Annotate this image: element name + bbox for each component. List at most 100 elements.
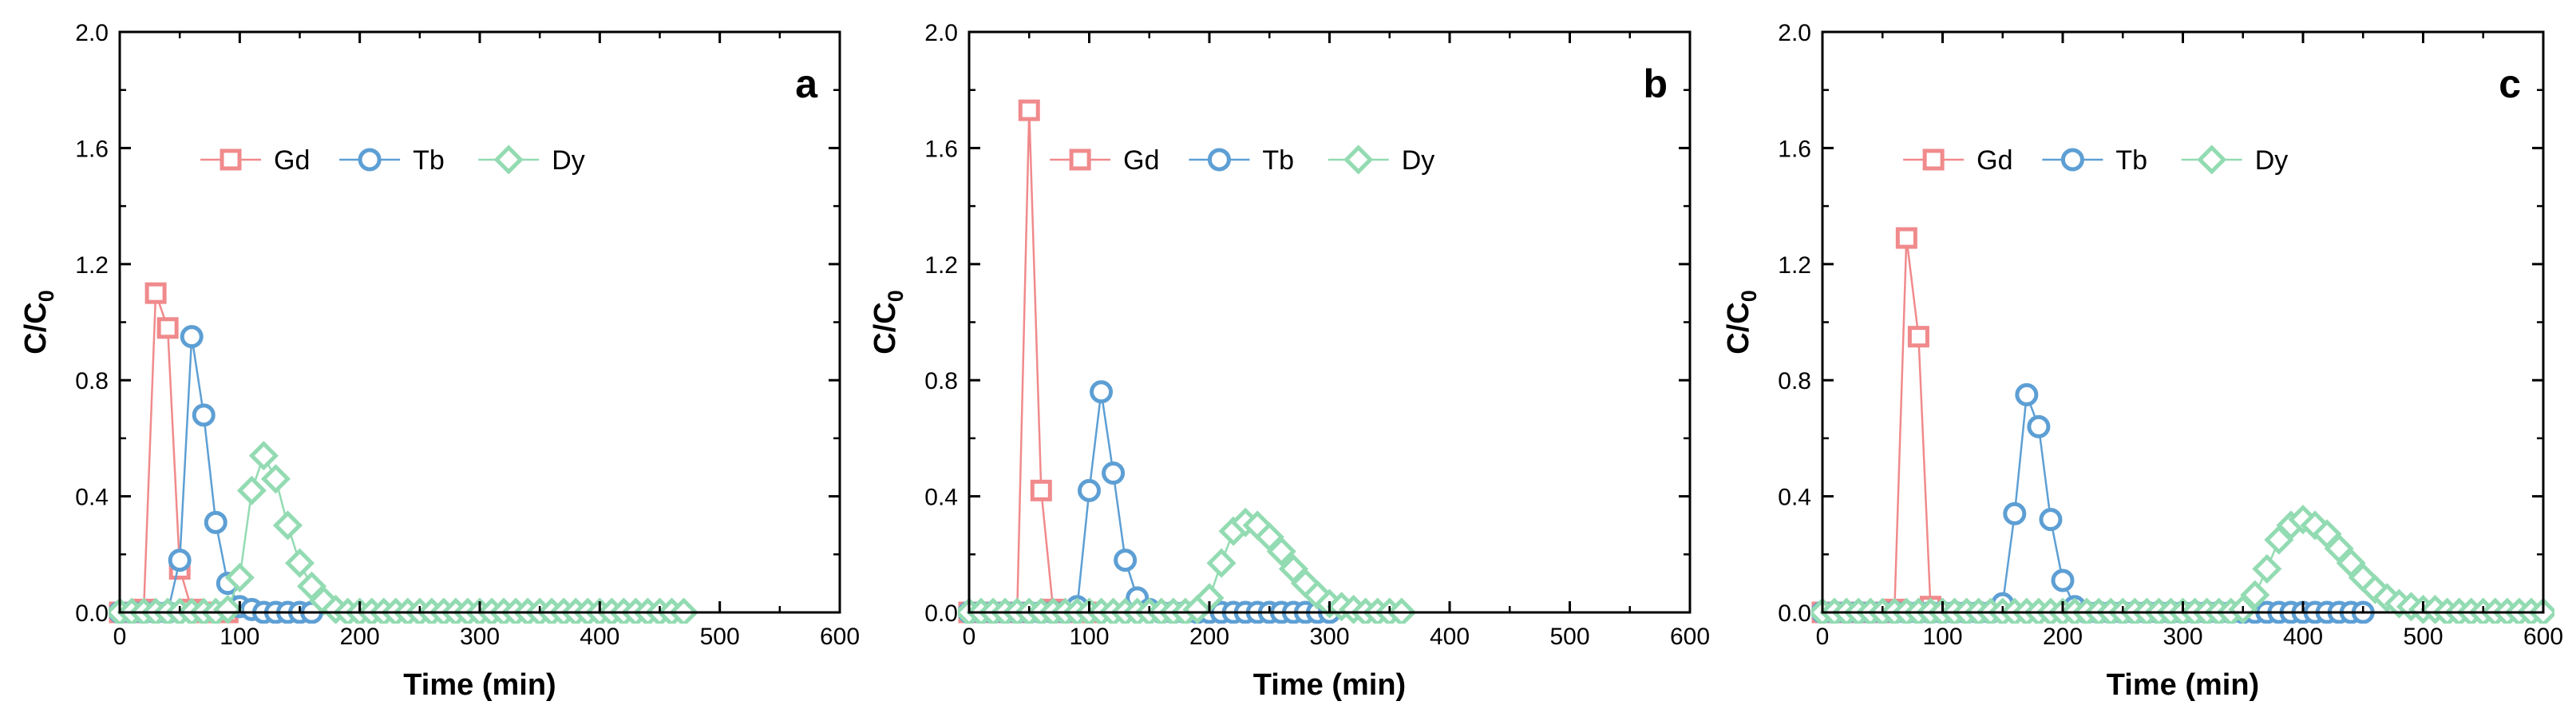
y-tick-label: 0.0 bbox=[924, 600, 958, 627]
legend-marker-dy bbox=[493, 145, 524, 175]
x-tick-label: 300 bbox=[460, 624, 500, 650]
data-point-tb bbox=[1102, 462, 1126, 485]
series-line-gd bbox=[1822, 237, 1932, 614]
chart-panel-b: 0 100 200 300 400 500 600 0.0 0.4 0.8 1.2 1.6 2.0 Tim… bbox=[869, 20, 1710, 702]
x-tick-label: 600 bbox=[1670, 624, 1710, 650]
data-point-tb bbox=[1078, 478, 1101, 502]
legend-marker-tb bbox=[358, 148, 382, 172]
chart-panel-a: 0 100 200 300 400 500 600 0.0 0.4 0.8 1.2 1.6 2.0 Tim… bbox=[19, 20, 860, 702]
x-tick-label: 600 bbox=[820, 624, 860, 650]
data-point-tb bbox=[180, 325, 204, 349]
legend-item-dy: Dy bbox=[2181, 145, 2289, 176]
data-point-dy bbox=[248, 441, 279, 471]
series-line-gd bbox=[969, 110, 1090, 614]
y-tick-label: 0.4 bbox=[75, 485, 109, 511]
legend-marker-tb bbox=[1207, 148, 1231, 172]
y-tick-label: 0.4 bbox=[924, 485, 958, 511]
panel-label: c bbox=[2499, 61, 2521, 106]
data-point-tb bbox=[204, 510, 228, 534]
data-point-dy bbox=[1206, 548, 1237, 578]
panel-label: b bbox=[1643, 61, 1668, 106]
legend-item-dy: Dy bbox=[1328, 145, 1434, 176]
y-tick-label: 1.6 bbox=[924, 136, 958, 162]
x-tick-label: 200 bbox=[2043, 624, 2083, 650]
legend-label-gd: Gd bbox=[1123, 145, 1159, 176]
legend-item-gd: Gd bbox=[1903, 145, 2012, 176]
legend-label-dy: Dy bbox=[552, 145, 585, 176]
data-point-gd bbox=[1895, 227, 1917, 249]
data-point-tb bbox=[1114, 549, 1138, 572]
legend-label-tb: Tb bbox=[2115, 145, 2147, 176]
y-tick-label: 0.8 bbox=[924, 368, 958, 394]
y-tick-label: 1.2 bbox=[924, 252, 958, 279]
x-tick-label: 100 bbox=[220, 624, 259, 650]
plot-area bbox=[1811, 227, 2554, 624]
y-axis-title-subscript: 0 bbox=[34, 290, 58, 302]
legend-marker-tb bbox=[2060, 148, 2084, 172]
y-tick-label: 0.8 bbox=[1778, 368, 1811, 394]
data-point-tb bbox=[168, 549, 192, 572]
data-point-tb bbox=[1090, 380, 1114, 404]
series-line-tb bbox=[1822, 394, 2364, 614]
data-point-tb bbox=[192, 403, 216, 427]
data-point-dy bbox=[2240, 580, 2270, 610]
x-tick-label: 0 bbox=[1816, 624, 1830, 650]
data-point-tb bbox=[2051, 568, 2075, 592]
data-point-tb bbox=[2039, 508, 2063, 532]
y-tick-label: 0.0 bbox=[1778, 600, 1811, 627]
x-tick-label: 500 bbox=[700, 624, 740, 650]
legend-item-gd: Gd bbox=[1050, 145, 1159, 176]
data-point-dy bbox=[284, 548, 315, 578]
legend-label-dy: Dy bbox=[2255, 145, 2289, 176]
y-axis-title-main: C/C bbox=[1722, 302, 1755, 354]
legend-item-tb: Tb bbox=[339, 145, 445, 176]
y-tick-label: 2.0 bbox=[924, 20, 958, 46]
data-point-dy bbox=[1266, 537, 1296, 567]
x-tick-label: 100 bbox=[1069, 624, 1109, 650]
plot-area bbox=[958, 99, 1417, 624]
x-tick-label: 400 bbox=[2283, 624, 2323, 650]
x-tick-label: 200 bbox=[1189, 624, 1229, 650]
x-tick-label: 500 bbox=[2403, 624, 2443, 650]
y-axis-title-subscript: 0 bbox=[1737, 290, 1761, 302]
x-tick-label: 500 bbox=[1549, 624, 1589, 650]
legend-item-dy: Dy bbox=[478, 145, 585, 176]
x-tick-label: 400 bbox=[1430, 624, 1470, 650]
legend-item-gd: Gd bbox=[200, 145, 310, 176]
x-tick-label: 400 bbox=[580, 624, 619, 650]
data-point-tb bbox=[2015, 382, 2039, 406]
chart-panel-c: 0 100 200 300 400 500 600 0.0 0.4 0.8 1.2 1.6 2.0 Tim… bbox=[1722, 20, 2563, 702]
series-line-tb bbox=[969, 391, 1330, 614]
y-axis-title: C/C0 bbox=[19, 290, 58, 354]
plot-area bbox=[109, 282, 699, 624]
data-point-tb bbox=[2003, 501, 2027, 525]
data-point-dy bbox=[236, 475, 267, 505]
data-point-dy bbox=[272, 510, 303, 541]
legend-marker-gd bbox=[220, 149, 242, 171]
legend-marker-dy bbox=[2197, 145, 2227, 175]
x-tick-label: 0 bbox=[963, 624, 976, 650]
data-point-dy bbox=[260, 464, 291, 494]
legend-label-gd: Gd bbox=[1977, 145, 2012, 176]
x-tick-label: 200 bbox=[340, 624, 380, 650]
y-tick-label: 2.0 bbox=[75, 20, 109, 46]
x-axis-title: Time (min) bbox=[403, 668, 556, 702]
series-line-dy bbox=[120, 453, 684, 614]
y-tick-label: 0.8 bbox=[75, 368, 109, 394]
x-tick-label: 100 bbox=[1922, 624, 1962, 650]
y-tick-label: 0.0 bbox=[75, 600, 109, 627]
data-point-tb bbox=[2027, 414, 2051, 438]
y-axis-title-main: C/C bbox=[869, 302, 902, 354]
legend-label-gd: Gd bbox=[274, 145, 310, 176]
legend-item-tb: Tb bbox=[2042, 145, 2147, 176]
legend: Gd Tb Dy bbox=[1050, 145, 1434, 176]
legend-label-tb: Tb bbox=[1262, 145, 1294, 176]
y-axis-title-main: C/C bbox=[19, 302, 53, 354]
x-tick-label: 600 bbox=[2523, 624, 2563, 650]
x-tick-label: 300 bbox=[1309, 624, 1349, 650]
y-axis-title: C/C0 bbox=[1722, 290, 1761, 354]
y-axis-title: C/C0 bbox=[869, 290, 908, 354]
legend-item-tb: Tb bbox=[1189, 145, 1294, 176]
x-tick-label: 0 bbox=[113, 624, 127, 650]
plot-frame bbox=[118, 30, 841, 614]
